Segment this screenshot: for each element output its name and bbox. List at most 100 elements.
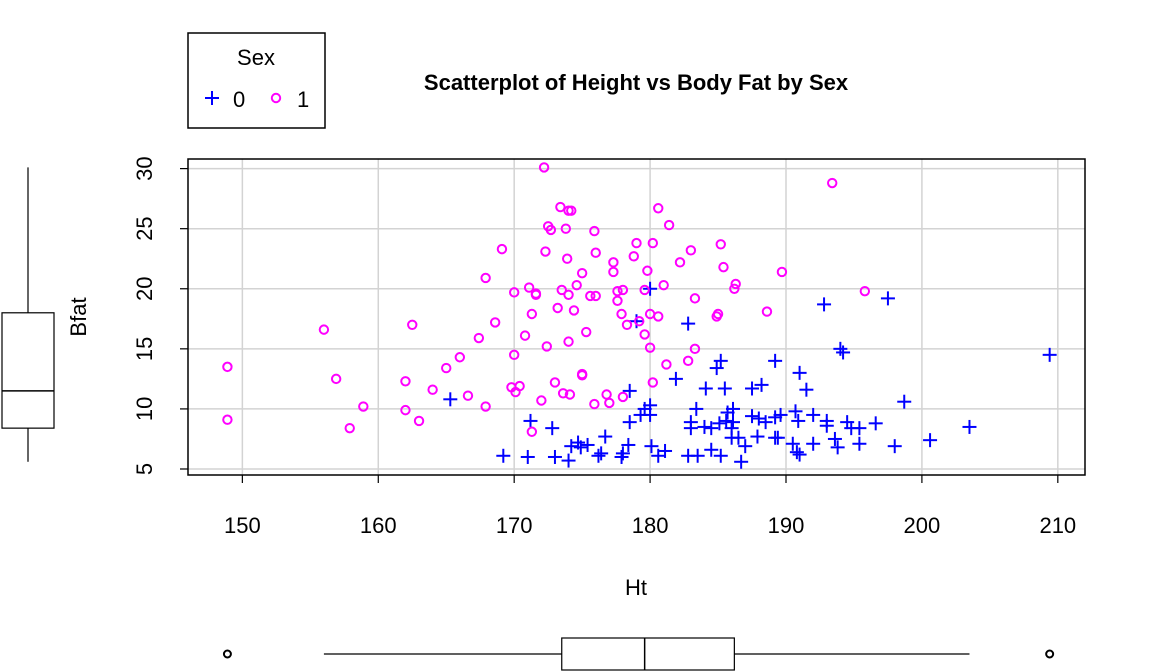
box [1,312,55,429]
point-sex-1 [617,284,629,296]
point-sex-0 [561,453,576,468]
point-sex-1 [616,308,627,320]
point-sex-1 [222,361,233,373]
point-sex-0 [683,421,698,436]
point-sex-0 [643,398,658,413]
point-sex-0 [731,430,746,445]
point-sex-0 [792,365,807,380]
point-sex-1 [564,389,576,400]
point-sex-1 [538,162,550,173]
y-tick-label: 30 [132,156,157,180]
y-tick-label: 15 [132,337,157,361]
point-sex-1 [557,388,569,399]
point-sex-1 [576,267,588,279]
point-sex-0 [621,437,636,452]
point-sex-1 [612,285,623,297]
y-tick-label: 10 [132,397,157,421]
point-sex-0 [725,401,740,416]
point-sex-0 [598,429,613,444]
point-sex-0 [520,449,535,464]
point-sex-1 [358,401,369,412]
point-sex-0 [614,449,629,464]
point-sex-0 [819,413,834,428]
point-sex-1 [590,290,601,302]
point-sex-0 [788,404,803,419]
point-sex-0 [713,353,728,368]
point-sex-0 [643,281,658,296]
point-sex-1 [601,389,612,400]
point-sex-1 [568,305,580,316]
point-sex-0 [547,449,562,464]
point-sex-1 [621,319,633,331]
grid-layer [188,159,1085,475]
point-sex-1 [730,278,741,290]
point-sex-1 [576,368,588,380]
point-sex-1 [617,391,629,403]
point-sex-1 [631,237,642,249]
legend-title: Sex [237,45,275,70]
point-sex-1 [689,293,701,304]
point-sex-1 [555,201,566,213]
point-sex-0 [712,416,727,431]
x-tick-label: 190 [768,513,805,538]
x-tick-label: 210 [1039,513,1076,538]
point-sex-1 [549,377,561,388]
points-layer [222,162,1057,469]
point-sex-0 [594,446,609,461]
point-sex-1 [589,398,600,410]
point-sex-0 [887,439,902,454]
point-sex-1 [413,415,425,427]
point-sex-0 [758,415,773,430]
point-sex-1 [526,308,538,320]
point-sex-1 [628,251,639,262]
outlier-point [222,649,232,659]
legend-marker-1 [270,92,282,104]
legend-circle-marker [270,92,282,104]
point-sex-0 [496,448,511,463]
point-sex-0 [580,437,595,452]
point-sex-0 [1042,347,1057,362]
box [561,637,735,671]
point-sex-1 [552,302,563,314]
point-sex-0 [658,443,673,458]
point-sex-0 [698,381,713,396]
point-sex-1 [661,359,672,370]
point-sex-1 [566,205,577,216]
point-sex-1 [712,308,724,320]
point-sex-0 [622,415,637,430]
x-tick-label: 160 [360,513,397,538]
point-sex-1 [400,404,411,416]
point-sex-0 [827,431,842,446]
x-axis-label: Ht [625,575,647,600]
point-sex-1 [590,247,601,258]
point-sex-1 [642,265,653,276]
point-sex-0 [897,394,912,409]
point-sex-1 [653,203,664,214]
y-tick-label: 25 [132,216,157,240]
y-tick-label: 20 [132,277,157,301]
point-sex-1 [545,224,557,236]
point-sex-1 [604,397,615,409]
point-sex-0 [962,419,977,434]
point-sex-1 [489,317,501,328]
point-sex-1 [644,342,656,353]
point-sex-1 [563,336,574,347]
y-axis: 5 10 15 20 25 30 [132,156,188,475]
point-sex-1 [585,290,596,302]
point-sex-1 [536,395,547,406]
point-sex-1 [400,376,411,387]
point-sex-1 [407,319,418,331]
point-sex-1 [639,284,650,296]
point-sex-1 [561,253,573,264]
outlier-point [1045,649,1055,659]
point-sex-1 [514,380,525,392]
point-sex-1 [541,341,552,352]
point-sex-0 [868,416,883,431]
point-sex-0 [817,297,832,312]
point-sex-1 [715,239,726,250]
point-sex-1 [344,422,355,434]
point-sex-0 [668,371,683,386]
point-sex-0 [704,421,719,436]
point-sex-1 [647,377,659,388]
